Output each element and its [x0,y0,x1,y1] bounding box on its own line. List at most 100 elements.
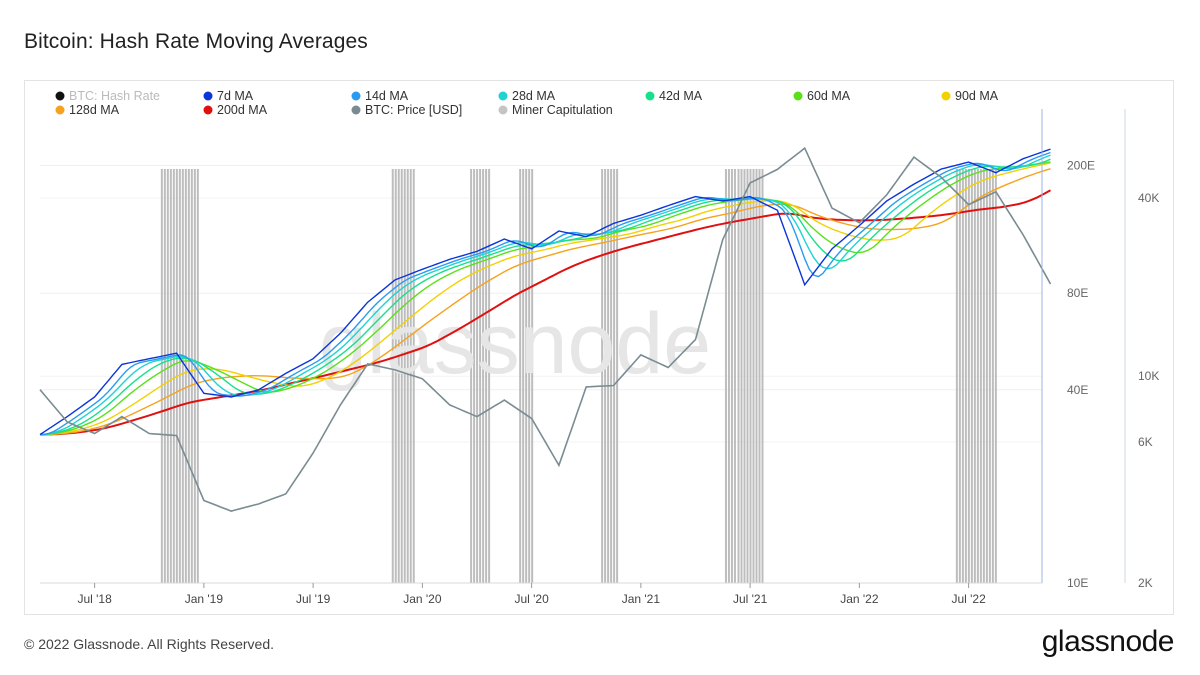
y-tick-hash: 10E [1067,576,1088,590]
capitulation-bar [991,169,994,583]
legend-label: 128d MA [69,103,120,117]
legend-item[interactable]: 90d MA [941,89,999,103]
legend-dot [498,91,508,101]
capitulation-bar [743,169,746,583]
y-tick-hash: 80E [1067,286,1088,300]
capitulation-bar [988,169,991,583]
legend-label: Miner Capitulation [512,103,613,117]
legend-label: BTC: Hash Rate [69,89,160,103]
capitulation-bar [193,169,196,583]
legend-item[interactable]: 42d MA [645,89,703,103]
capitulation-bar [187,169,190,583]
capitulation-bar [528,169,531,583]
capitulation-bar [979,169,982,583]
capitulation-bar [473,169,476,583]
capitulation-bar [400,169,403,583]
capitulation-bar [184,169,187,583]
capitulation-bar [970,169,973,583]
x-tick-label: Jul '20 [514,592,549,606]
capitulation-bar [730,169,733,583]
x-tick-label: Jul '21 [733,592,768,606]
axes: 10E 40E 80E 200E 2K 6K 10K 40K Jul '18 Jan '19 Jul… [40,109,1159,606]
legend-item[interactable]: 7d MA [203,89,254,103]
capitulation-bar [403,169,406,583]
legend-item[interactable]: 128d MA [55,103,120,117]
legend-item[interactable]: BTC: Hash Rate [55,89,161,103]
legend-dot [55,105,65,115]
capitulation-bar [476,169,479,583]
x-tick-label: Jan '19 [185,592,224,606]
capitulation-bar [758,169,761,583]
chart-watermark: glassnode [319,296,711,392]
capitulation-bar [169,169,172,583]
ma-line-14d-ma [39,151,1051,436]
capitulation-bar [391,169,394,583]
legend-dot [203,91,213,101]
capitulation-bar [727,169,730,583]
copyright-text: © 2022 Glassnode. All Rights Reserved. [24,636,275,652]
ma-line-128d-ma [40,168,1051,436]
capitulation-bar [973,169,976,583]
legend-dot [55,91,65,101]
legend-dot [645,91,655,101]
x-tick-label: Jan '20 [403,592,442,606]
y-tick-hash: 200E [1067,159,1095,173]
capitulation-bar [196,169,199,583]
legend-item[interactable]: Miner Capitulation [498,103,613,117]
capitulation-bar [172,169,175,583]
y-tick-price: 6K [1138,435,1153,449]
capitulation-bar [525,169,528,583]
legend-label: 60d MA [807,89,851,103]
capitulation-bar [737,169,740,583]
y-tick-price: 40K [1138,191,1159,205]
x-tick-label: Jan '22 [840,592,879,606]
capitulation-bar [397,169,400,583]
capitulation-bar [740,169,743,583]
capitulation-bar [976,169,979,583]
capitulation-bar [160,169,163,583]
miner-capitulation-bars [160,169,997,583]
capitulation-bar [755,169,758,583]
hash-rate-ma-chart[interactable]: glassnode 10E 40E 80E 200E 2K 6K 10K 40K Jul '18… [25,81,1175,616]
capitulation-bar [409,169,412,583]
legend-label: 14d MA [365,89,409,103]
legend-label: 28d MA [512,89,556,103]
legend-dot [351,91,361,101]
legend-dot [941,91,951,101]
capitulation-bar [752,169,755,583]
capitulation-bar [610,169,613,583]
x-tick-label: Jul '18 [77,592,112,606]
legend-dot [203,105,213,115]
legend-item[interactable]: 14d MA [351,89,409,103]
capitulation-bar [479,169,482,583]
series-lines [39,148,1051,436]
ma-line-7d-ma [39,148,1051,436]
capitulation-bar [994,169,997,583]
capitulation-bar [724,169,727,583]
capitulation-bar [519,169,522,583]
capitulation-bar [958,169,961,583]
legend-label: 200d MA [217,103,268,117]
legend-item[interactable]: 28d MA [498,89,556,103]
legend-label: 90d MA [955,89,999,103]
y-tick-price: 10K [1138,369,1159,383]
capitulation-bar [761,169,764,583]
legend-label: BTC: Price [USD] [365,103,462,117]
ma-line-42d-ma [39,158,1051,436]
capitulation-bar [964,169,967,583]
legend-label: 42d MA [659,89,703,103]
capitulation-bar [406,169,409,583]
price-series-line [39,146,1052,512]
glassnode-logo[interactable]: glassnode [1041,625,1175,658]
capitulation-bar [733,169,736,583]
legend-item[interactable]: BTC: Price [USD] [351,103,463,117]
capitulation-bar [178,169,181,583]
capitulation-bar [601,169,604,583]
capitulation-bar [746,169,749,583]
legend-item[interactable]: 60d MA [793,89,851,103]
legend-item[interactable]: 200d MA [203,103,268,117]
y-tick-hash: 40E [1067,383,1088,397]
chart-frame: glassnode 10E 40E 80E 200E 2K 6K 10K 40K Jul '18… [24,80,1174,615]
capitulation-bar [955,169,958,583]
capitulation-bar [604,169,607,583]
